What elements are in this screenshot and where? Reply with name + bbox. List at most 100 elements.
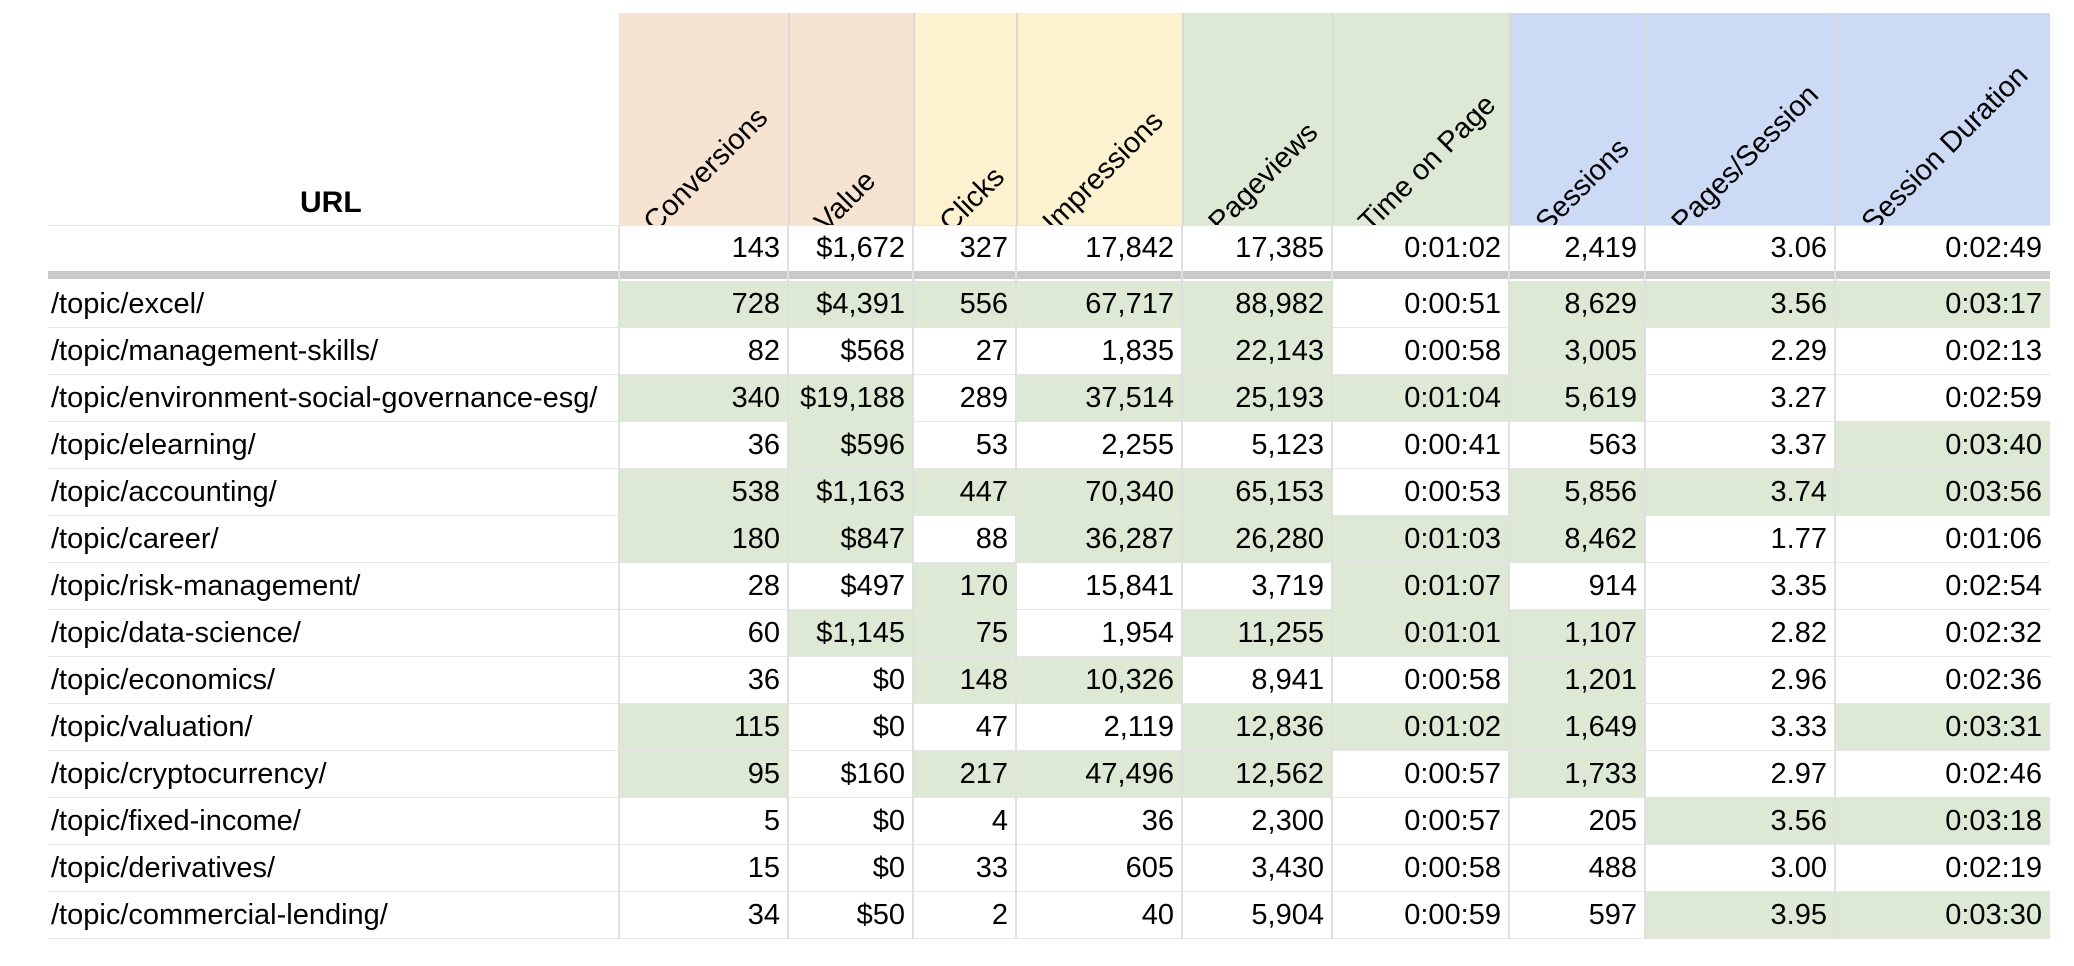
table-cell-pageviews[interactable]: 3,719 (1251, 570, 1324, 602)
table-cell-impressions[interactable]: 40 (1141, 899, 1174, 931)
table-cell-session_duration[interactable]: 0:02:36 (1945, 664, 2042, 696)
table-cell-conversions[interactable]: 115 (619, 704, 788, 751)
table-cell-clicks[interactable]: 447 (913, 469, 1016, 516)
url-cell[interactable]: /topic/derivatives/ (51, 852, 276, 884)
table-cell-time_on_page[interactable]: 0:00:57 (1404, 758, 1501, 790)
table-cell-time_on_page[interactable]: 0:00:58 (1404, 852, 1501, 884)
column-header-value[interactable]: Value (788, 13, 913, 225)
table-cell-pageviews[interactable]: 3,430 (1251, 852, 1324, 884)
table-cell-conversions[interactable]: 5 (763, 805, 780, 837)
table-cell-value[interactable]: $50 (856, 899, 905, 931)
column-header-time_on_page[interactable]: Time on Page (1332, 13, 1509, 225)
url-cell[interactable]: /topic/elearning/ (51, 429, 256, 461)
table-cell-sessions[interactable]: 3,005 (1509, 328, 1645, 375)
table-cell-pageviews[interactable]: 22,143 (1182, 328, 1332, 375)
table-cell-session_duration[interactable]: 0:02:13 (1945, 335, 2042, 367)
table-cell-conversions[interactable]: 95 (619, 751, 788, 798)
table-cell-session_duration[interactable]: 0:03:31 (1835, 704, 2050, 751)
table-cell-pageviews[interactable]: 11,255 (1182, 610, 1332, 657)
table-cell-conversions[interactable]: 36 (747, 429, 780, 461)
column-header-pages_per_session[interactable]: Pages/Session (1645, 13, 1835, 225)
table-cell-sessions[interactable]: 597 (1588, 899, 1637, 931)
table-cell-time_on_page[interactable]: 0:01:04 (1332, 375, 1509, 422)
table-cell-session_duration[interactable]: 0:01:06 (1945, 523, 2042, 555)
column-header-impressions[interactable]: Impressions (1016, 13, 1182, 225)
table-cell-impressions[interactable]: 15,841 (1085, 570, 1174, 602)
table-cell-session_duration[interactable]: 0:02:59 (1945, 382, 2042, 414)
table-cell-sessions[interactable]: 563 (1588, 429, 1637, 461)
table-cell-conversions[interactable]: 60 (747, 617, 780, 649)
totals-cell-pages_per_session[interactable]: 3.06 (1770, 232, 1827, 264)
table-cell-value[interactable]: $0 (872, 711, 905, 743)
totals-cell-time_on_page[interactable]: 0:01:02 (1404, 232, 1501, 264)
table-cell-session_duration[interactable]: 0:02:54 (1945, 570, 2042, 602)
table-cell-conversions[interactable]: 82 (747, 335, 780, 367)
table-cell-sessions[interactable]: 5,619 (1509, 375, 1645, 422)
url-column-header[interactable]: URL (300, 186, 362, 219)
table-cell-clicks[interactable]: 289 (959, 382, 1008, 414)
table-cell-clicks[interactable]: 88 (975, 523, 1008, 555)
table-cell-clicks[interactable]: 148 (913, 657, 1016, 704)
table-cell-pages_per_session[interactable]: 2.96 (1770, 664, 1827, 696)
table-cell-pageviews[interactable]: 12,562 (1182, 751, 1332, 798)
table-cell-pageviews[interactable]: 2,300 (1251, 805, 1324, 837)
table-cell-impressions[interactable]: 1,954 (1101, 617, 1174, 649)
table-cell-conversions[interactable]: 538 (619, 469, 788, 516)
url-cell[interactable]: /topic/accounting/ (51, 476, 277, 508)
table-cell-pageviews[interactable]: 5,123 (1251, 429, 1324, 461)
table-cell-session_duration[interactable]: 0:02:32 (1945, 617, 2042, 649)
table-cell-value[interactable]: $1,145 (788, 610, 913, 657)
table-cell-sessions[interactable]: 1,107 (1509, 610, 1645, 657)
table-cell-clicks[interactable]: 556 (913, 281, 1016, 328)
table-cell-impressions[interactable]: 37,514 (1016, 375, 1182, 422)
table-cell-time_on_page[interactable]: 0:01:03 (1332, 516, 1509, 563)
url-cell[interactable]: /topic/career/ (51, 523, 219, 555)
table-cell-impressions[interactable]: 36 (1141, 805, 1174, 837)
table-cell-time_on_page[interactable]: 0:01:02 (1332, 704, 1509, 751)
totals-cell-clicks[interactable]: 327 (959, 232, 1008, 264)
totals-cell-impressions[interactable]: 17,842 (1085, 232, 1174, 264)
table-cell-sessions[interactable]: 1,649 (1509, 704, 1645, 751)
table-cell-clicks[interactable]: 47 (975, 711, 1008, 743)
table-cell-pages_per_session[interactable]: 3.56 (1645, 798, 1835, 845)
table-cell-impressions[interactable]: 10,326 (1016, 657, 1182, 704)
table-cell-value[interactable]: $568 (840, 335, 905, 367)
table-cell-pages_per_session[interactable]: 3.35 (1770, 570, 1827, 602)
totals-cell-sessions[interactable]: 2,419 (1564, 232, 1637, 264)
table-cell-clicks[interactable]: 75 (913, 610, 1016, 657)
url-cell[interactable]: /topic/management-skills/ (51, 335, 379, 367)
table-cell-sessions[interactable]: 1,201 (1509, 657, 1645, 704)
url-cell[interactable]: /topic/economics/ (51, 664, 276, 696)
totals-cell-value[interactable]: $1,672 (816, 232, 905, 264)
table-cell-sessions[interactable]: 8,462 (1509, 516, 1645, 563)
table-cell-time_on_page[interactable]: 0:00:41 (1404, 429, 1501, 461)
table-cell-value[interactable]: $0 (872, 664, 905, 696)
table-cell-pages_per_session[interactable]: 3.00 (1770, 852, 1827, 884)
table-cell-value[interactable]: $0 (872, 852, 905, 884)
table-cell-impressions[interactable]: 36,287 (1016, 516, 1182, 563)
table-cell-impressions[interactable]: 47,496 (1016, 751, 1182, 798)
table-cell-impressions[interactable]: 605 (1125, 852, 1174, 884)
table-cell-session_duration[interactable]: 0:03:56 (1835, 469, 2050, 516)
table-cell-value[interactable]: $1,163 (788, 469, 913, 516)
table-cell-time_on_page[interactable]: 0:00:58 (1404, 335, 1501, 367)
table-cell-time_on_page[interactable]: 0:00:53 (1404, 476, 1501, 508)
table-cell-value[interactable]: $847 (788, 516, 913, 563)
table-cell-sessions[interactable]: 488 (1588, 852, 1637, 884)
table-cell-session_duration[interactable]: 0:02:46 (1945, 758, 2042, 790)
table-cell-sessions[interactable]: 205 (1588, 805, 1637, 837)
table-cell-pages_per_session[interactable]: 3.56 (1645, 281, 1835, 328)
table-cell-pageviews[interactable]: 25,193 (1182, 375, 1332, 422)
url-cell[interactable]: /topic/fixed-income/ (51, 805, 301, 837)
table-cell-conversions[interactable]: 36 (747, 664, 780, 696)
table-cell-pageviews[interactable]: 12,836 (1182, 704, 1332, 751)
table-cell-impressions[interactable]: 67,717 (1016, 281, 1182, 328)
table-cell-pages_per_session[interactable]: 2.29 (1770, 335, 1827, 367)
column-header-pageviews[interactable]: Pageviews (1182, 13, 1332, 225)
table-cell-session_duration[interactable]: 0:02:19 (1945, 852, 2042, 884)
url-cell[interactable]: /topic/valuation/ (51, 711, 253, 743)
table-cell-conversions[interactable]: 340 (619, 375, 788, 422)
table-cell-time_on_page[interactable]: 0:01:01 (1332, 610, 1509, 657)
table-cell-value[interactable]: $596 (788, 422, 913, 469)
table-cell-clicks[interactable]: 53 (975, 429, 1008, 461)
